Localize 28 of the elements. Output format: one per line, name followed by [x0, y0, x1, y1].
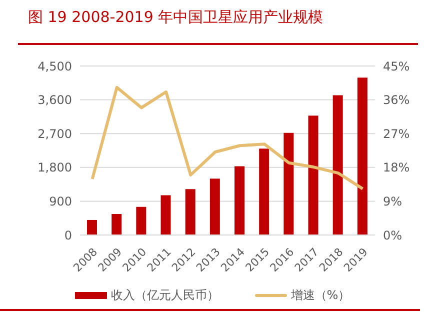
y2-tick-label: 36%	[383, 93, 410, 108]
y2-tick-label: 18%	[383, 160, 410, 175]
bar	[284, 132, 294, 235]
bar	[136, 206, 146, 235]
y2-tick-label: 9%	[383, 194, 402, 208]
y-tick-label: 900	[49, 194, 72, 208]
bar	[259, 148, 270, 235]
y-tick-label: 0	[64, 228, 72, 242]
chart-title: 图 19 2008-2019 年中国卫星应用产业规模	[28, 8, 324, 27]
bar	[357, 78, 368, 235]
bar	[160, 195, 171, 235]
y2-tick-label: 0%	[383, 228, 402, 242]
y-tick-label: 2,700	[38, 126, 72, 141]
bar	[210, 178, 220, 235]
bar	[185, 189, 196, 235]
bar	[332, 95, 343, 235]
y-tick-label: 3,600	[38, 93, 72, 108]
line-series	[90, 86, 364, 190]
bar	[308, 116, 318, 235]
bar	[87, 220, 97, 235]
bar	[112, 214, 122, 235]
y-tick-label: 1,800	[38, 160, 72, 175]
legend-label: 增速（%）	[290, 287, 350, 304]
y2-tick-label: 45%	[383, 59, 410, 74]
legend-label: 收入（亿元人民币）	[110, 287, 219, 304]
bar	[234, 166, 244, 235]
y-tick-label: 4,500	[38, 59, 72, 74]
y2-tick-label: 27%	[383, 126, 410, 141]
